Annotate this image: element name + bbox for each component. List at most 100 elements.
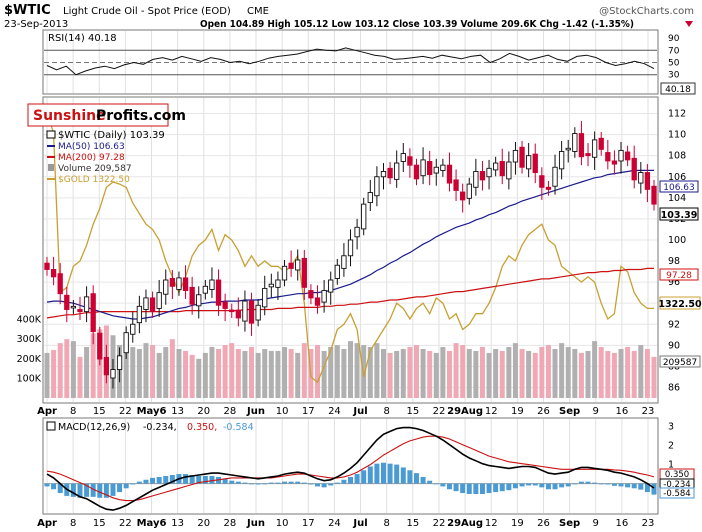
volume-bar <box>189 354 195 398</box>
rsi-line <box>46 47 655 76</box>
volume-tick-label: 100K <box>17 373 42 384</box>
volume-bar <box>552 349 558 398</box>
sunshine-profits-logo: Sunshine Profits.com <box>27 103 186 127</box>
volume-bar <box>176 349 182 398</box>
macd-histogram-bar <box>618 483 624 487</box>
volume-bar <box>440 347 446 398</box>
macd-histogram-bar <box>413 473 419 484</box>
macd-histogram-bar <box>110 483 116 496</box>
change-down-icon <box>685 21 693 27</box>
x-axis-label: Sep <box>559 406 580 417</box>
volume-last-value: 209587 <box>663 358 697 368</box>
candle-body <box>598 137 604 150</box>
macd-histogram-bar <box>479 483 485 494</box>
volume-bar <box>367 347 373 398</box>
macd-hist-last-value: -0.584 <box>663 489 690 499</box>
volume-bar <box>143 343 149 398</box>
candle-body <box>374 176 380 197</box>
candle-body <box>493 162 499 171</box>
gold-last-value: 1322.50 <box>658 299 702 310</box>
volume-bar <box>242 350 248 398</box>
x-axis-label: 19 <box>511 406 524 417</box>
price-tick-label: 112 <box>668 109 686 120</box>
macd-histogram-bar <box>486 483 492 494</box>
volume-bar <box>651 356 657 398</box>
candle-body <box>380 171 387 178</box>
macd-histogram-bar <box>308 483 314 485</box>
volume-bar <box>341 349 347 398</box>
symbol-title: $WTIC <box>4 3 51 18</box>
volume-bar <box>295 352 301 398</box>
macd-histogram-bar <box>282 481 288 484</box>
macd-histogram-bar <box>440 483 446 487</box>
candle-body <box>64 294 70 310</box>
candle-body <box>83 296 90 313</box>
macd-histogram-bar <box>189 475 195 484</box>
volume-bar <box>57 343 63 398</box>
candle-body <box>130 323 136 335</box>
x-axis-label: 9 <box>593 518 599 529</box>
candle-body <box>387 167 393 179</box>
x-axis-label: 22 <box>119 518 132 529</box>
x-axis-label: 20 <box>197 518 210 529</box>
price-tick-label: 96 <box>668 277 680 288</box>
x-axis-label: 16 <box>616 406 629 417</box>
candle-body <box>552 166 558 187</box>
volume-bar <box>150 345 156 398</box>
candle-body <box>97 332 103 360</box>
candle-body <box>427 161 433 176</box>
macd-histogram-bar <box>585 481 591 484</box>
macd-line <box>46 426 655 511</box>
macd-histogram-bar <box>545 483 551 490</box>
x-axis-label: 10 <box>276 406 289 417</box>
candle-body <box>182 277 189 291</box>
price-tick-label: 100 <box>668 235 686 246</box>
candle-body <box>136 305 143 324</box>
legend-wtic: $WTIC (Daily) 103.39 <box>58 130 165 141</box>
x-axis-label: Jun <box>246 518 265 529</box>
macd-histogram-bar <box>605 483 611 485</box>
macd-signal-last-tag: 0.350 <box>659 468 695 480</box>
candle-body <box>545 186 552 190</box>
gold-line <box>46 108 654 384</box>
x-axis-label: 12 <box>485 406 498 417</box>
volume-bar <box>539 347 545 398</box>
macd-histogram-bar <box>341 479 347 484</box>
volume-last-tag: 209587 <box>659 355 701 368</box>
volume-bar <box>479 347 485 398</box>
x-axis-label: 12 <box>485 518 498 529</box>
macd-histogram-bar <box>572 483 578 485</box>
macd-histogram-bar <box>229 480 235 484</box>
candle-body <box>314 297 321 306</box>
volume-bar <box>202 352 208 398</box>
volume-bar <box>605 350 611 398</box>
candle-body <box>169 277 176 287</box>
candle-body <box>50 269 57 278</box>
candle-body <box>519 146 525 168</box>
candle-body <box>532 153 538 173</box>
ma50-last-tag: 106.63 <box>659 180 699 193</box>
x-axis-label: 8 <box>70 518 76 529</box>
candle-body <box>354 226 360 238</box>
macd-histogram-bar <box>90 483 96 497</box>
watermark: @StockCharts.com <box>599 6 694 17</box>
macd-histogram-bar <box>361 470 367 484</box>
candle-body <box>334 264 340 279</box>
volume-bar <box>618 349 624 398</box>
legend-ma50: MA(50) 106.63 <box>58 142 125 152</box>
volume-bar <box>611 352 617 398</box>
candle-body <box>466 183 472 199</box>
x-axis-label: Jul <box>352 518 367 529</box>
x-axis-label: 19 <box>511 518 524 529</box>
volume-bar <box>361 345 367 398</box>
x-axis-label: 15 <box>406 406 419 417</box>
candle-body <box>433 166 439 174</box>
volume-bar <box>460 345 466 398</box>
volume-bar <box>526 350 532 398</box>
x-axis-label: 23 <box>642 518 655 529</box>
volume-bar <box>163 347 169 398</box>
x-axis-label: May6 <box>137 518 167 529</box>
macd-histogram-bar <box>552 483 558 490</box>
candle-body <box>149 297 156 313</box>
volume-bar <box>64 339 70 398</box>
